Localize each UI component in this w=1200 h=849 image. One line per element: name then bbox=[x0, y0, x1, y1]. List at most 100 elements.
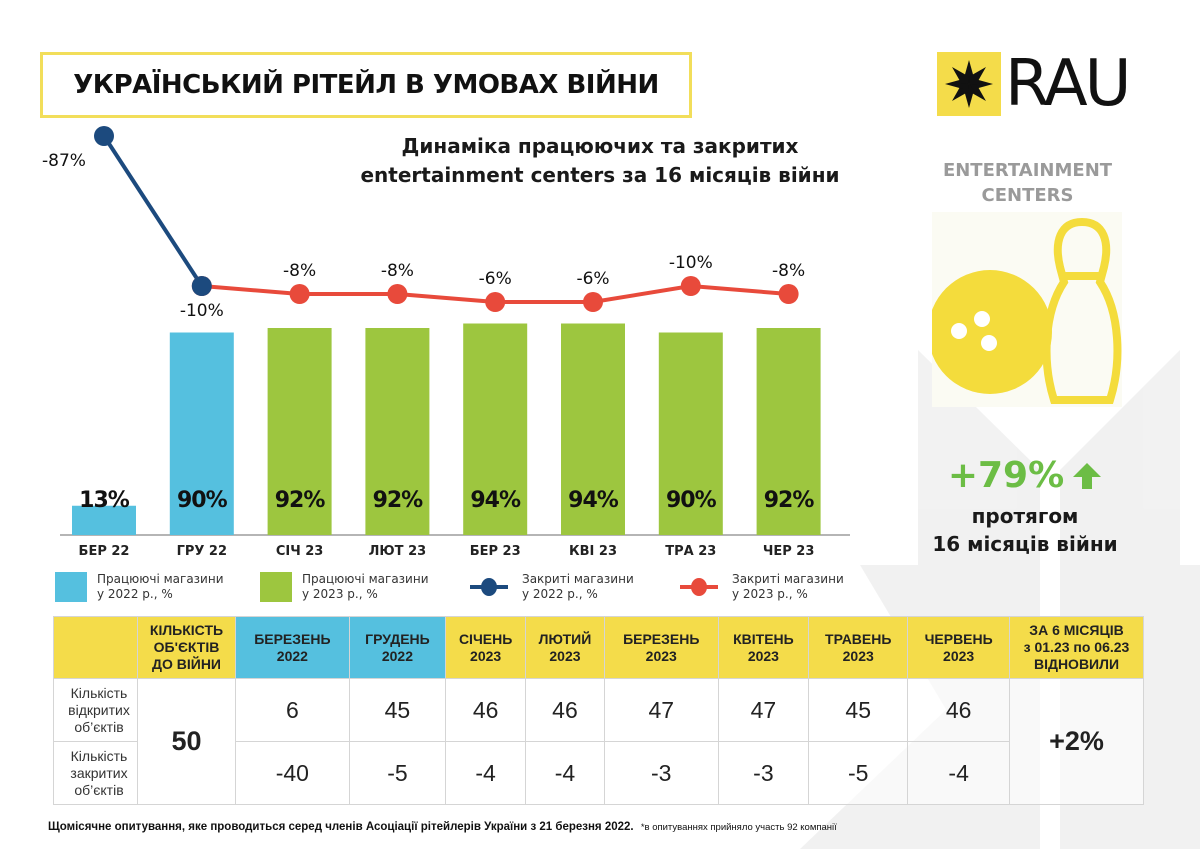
chart-title-line2: entertainment centers за 16 місяців війн… bbox=[360, 163, 840, 187]
table-cell: -3 bbox=[603, 741, 719, 805]
header-count-before-war: КІЛЬКІСТЬ ОБ'ЄКТІВ ДО ВІЙНИ bbox=[137, 616, 236, 679]
series-line bbox=[102, 134, 204, 288]
table-cell: -5 bbox=[808, 741, 909, 805]
row-label-open: Кількість відкритих об’єктів bbox=[53, 678, 138, 742]
series-point bbox=[778, 284, 799, 304]
caption-line2: 16 місяців війни bbox=[932, 532, 1118, 556]
chart-title-line1: Динаміка працюючих та закритих bbox=[401, 134, 799, 158]
footer-main: Щомісячне опитування, яке проводиться се… bbox=[48, 821, 634, 833]
legend-label: Працюючі магазини bbox=[302, 572, 429, 586]
header-month: СІЧЕНЬ 2023 bbox=[445, 616, 527, 679]
table-cell: -4 bbox=[907, 741, 1010, 805]
legend-line-marker bbox=[680, 572, 718, 602]
row-label-closed: Кількість закритих об’єктів bbox=[53, 741, 138, 805]
footer-note: Щомісячне опитування, яке проводиться се… bbox=[48, 821, 1008, 833]
x-tick-label: БЕР 23 bbox=[470, 544, 521, 559]
bar-label: 92% bbox=[373, 488, 424, 513]
header-empty bbox=[53, 616, 138, 679]
header-month: ГРУДЕНЬ 2022 bbox=[348, 616, 447, 679]
x-tick-label: ТРА 23 bbox=[665, 544, 716, 559]
bar bbox=[561, 323, 625, 535]
table-cell: 46 bbox=[525, 678, 605, 742]
bar bbox=[658, 332, 723, 535]
category-label: ENTERTAINMENT CENTERS bbox=[935, 158, 1120, 208]
base-count: 50 bbox=[137, 678, 236, 805]
arrow-up-icon bbox=[1073, 462, 1102, 489]
legend-label-sub: у 2022 р., % bbox=[522, 587, 598, 601]
category-line1: ENTERTAINMENT bbox=[942, 160, 1113, 181]
point-label: -10% bbox=[180, 301, 224, 321]
star-icon bbox=[937, 52, 1001, 116]
x-tick-label: ГРУ 22 bbox=[177, 544, 227, 559]
point-label: -87% bbox=[42, 151, 86, 171]
table-cell: 6 bbox=[235, 678, 350, 742]
series-point bbox=[583, 292, 603, 312]
growth-value: +79% bbox=[947, 455, 1065, 496]
series-point bbox=[680, 276, 701, 296]
bar bbox=[72, 505, 136, 535]
growth-caption: протягом 16 місяців війни bbox=[920, 502, 1130, 558]
point-label: -8% bbox=[381, 261, 414, 281]
bar-label: 94% bbox=[568, 488, 619, 513]
x-tick-label: КВІ 23 bbox=[569, 544, 617, 559]
table-cell: 47 bbox=[603, 678, 719, 742]
table-cell: 46 bbox=[907, 678, 1010, 742]
bar-label: 92% bbox=[275, 488, 326, 513]
bar-label: 94% bbox=[470, 488, 521, 513]
series-point bbox=[191, 276, 212, 296]
summary-value: +2% bbox=[1009, 678, 1144, 805]
legend-swatch bbox=[260, 572, 292, 602]
chart-title: Динаміка працюючих та закритих entertain… bbox=[330, 132, 870, 190]
header-month: ЛЮТИЙ 2023 bbox=[525, 616, 605, 679]
bar-label: 90% bbox=[666, 488, 717, 513]
bar bbox=[267, 328, 332, 535]
series-point bbox=[94, 126, 114, 146]
table-cell: 46 bbox=[445, 678, 527, 742]
table-cell: 47 bbox=[717, 678, 810, 742]
table-row-open: Кількість відкритих об’єктів 50 6 45 46 46… bbox=[53, 678, 1144, 805]
x-tick-label: ЧЕР 23 bbox=[763, 544, 815, 559]
page-title: УКРАЇНСЬКИЙ РІТЕЙЛ В УМОВАХ ВІЙНИ bbox=[40, 52, 692, 118]
bar-label: 92% bbox=[764, 488, 815, 513]
table-cell: -3 bbox=[717, 741, 810, 805]
legend-swatch bbox=[55, 572, 87, 602]
series-point bbox=[485, 292, 506, 312]
chart-legend: Працюючі магазини у 2022 р., % Працюючі … bbox=[55, 572, 885, 606]
bar bbox=[756, 328, 821, 535]
point-label: -6% bbox=[479, 269, 512, 289]
table-cell: -4 bbox=[445, 741, 527, 805]
table-cell: -5 bbox=[348, 741, 447, 805]
point-label: -8% bbox=[283, 261, 316, 281]
bowling-icon bbox=[932, 212, 1122, 407]
point-label: -8% bbox=[772, 261, 805, 281]
legend-label-sub: у 2023 р., % bbox=[732, 587, 808, 601]
point-label: -6% bbox=[576, 269, 609, 289]
legend-label: Закриті магазини bbox=[522, 572, 634, 586]
caption-line1: протягом bbox=[971, 504, 1079, 528]
legend-label: Працюючі магазини bbox=[97, 572, 224, 586]
x-tick-label: БЕР 22 bbox=[79, 544, 130, 559]
table-header-row: КІЛЬКІСТЬ ОБ'ЄКТІВ ДО ВІЙНИ БЕРЕЗЕНЬ 2022… bbox=[53, 616, 1144, 679]
header-month: БЕРЕЗЕНЬ 2023 bbox=[603, 616, 719, 679]
series-point bbox=[289, 284, 310, 304]
legend-item-working-2022: Працюючі магазини у 2022 р., % bbox=[55, 572, 224, 602]
table-cell: 45 bbox=[348, 678, 447, 742]
legend-label-sub: у 2022 р., % bbox=[97, 587, 173, 601]
point-label: -10% bbox=[669, 253, 713, 273]
legend-item-closed-2022: Закриті магазини у 2022 р., % bbox=[470, 572, 634, 602]
footer-footnote: *в опитуваннях прийняло участь 92 компан… bbox=[640, 822, 837, 833]
bar-label: 90% bbox=[177, 488, 228, 513]
bar bbox=[169, 332, 234, 535]
legend-label: Закриті магазини bbox=[732, 572, 844, 586]
legend-label-sub: у 2023 р., % bbox=[302, 587, 378, 601]
legend-item-working-2023: Працюючі магазини у 2023 р., % bbox=[260, 572, 429, 602]
stats-table: КІЛЬКІСТЬ ОБ'ЄКТІВ ДО ВІЙНИ БЕРЕЗЕНЬ 2022… bbox=[53, 616, 1144, 805]
chart: 13% 90% 92% 92% 94% 94% 90% 92% БЕР 22 ГРУ 22 СІЧ … bbox=[42, 126, 850, 559]
bar bbox=[463, 323, 528, 535]
table-cell: 45 bbox=[808, 678, 909, 742]
header-summary: ЗА 6 МІСЯЦІВ з 01.23 по 06.23 ВІДНОВИЛИ bbox=[1009, 616, 1144, 679]
header-month: КВІТЕНЬ 2023 bbox=[717, 616, 810, 679]
header-month: ТРАВЕНЬ 2023 bbox=[808, 616, 909, 679]
category-line2: CENTERS bbox=[981, 185, 1074, 206]
rau-logo: RAU bbox=[937, 52, 1131, 116]
